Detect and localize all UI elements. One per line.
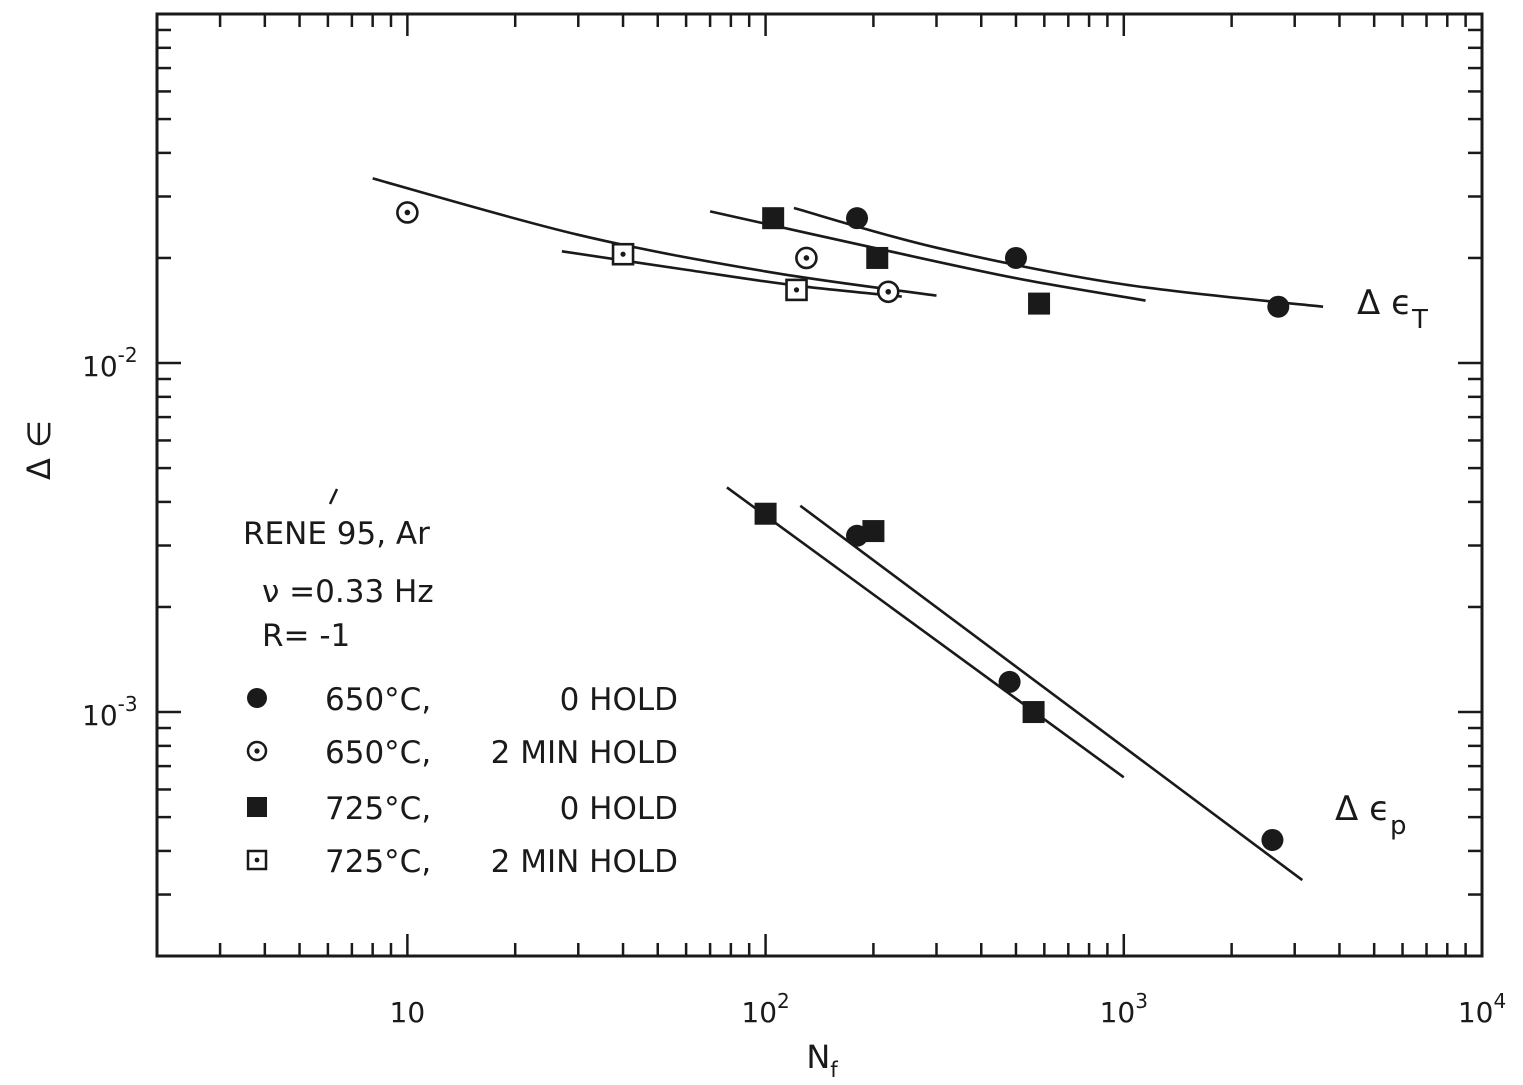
legend-item-650-0hold: 650°C, 0 HOLD (247, 682, 678, 718)
point-filled-square (1022, 701, 1045, 724)
axis-tick-labels: 10 102 103 104 10-2 10-3 (82, 343, 1506, 1029)
x-tick-label: 102 (741, 989, 789, 1029)
ratio-label: R= -1 (262, 618, 350, 654)
point-dotted-circle (795, 246, 818, 270)
legend-temp: 725°C, (325, 791, 431, 827)
legend-hold: 2 MIN HOLD (491, 844, 678, 880)
point-filled-circle (1261, 828, 1284, 851)
legend-temp: 725°C, (325, 844, 431, 880)
legend: 650°C, 0 HOLD 650°C, 2 MIN HOLD 725°C, 0… (246, 682, 678, 880)
point-filled-square (862, 520, 885, 543)
point-filled-circle (998, 670, 1021, 693)
point-dotted-circle (876, 280, 900, 304)
accent-mark (328, 488, 339, 505)
legend-temp: 650°C, (325, 682, 431, 718)
axis-ticks (155, 14, 1482, 958)
y-tick-label: 10-3 (82, 692, 138, 732)
y-axis-label: Δ ∈ (20, 420, 58, 480)
curve-plastic-upper (799, 504, 1304, 882)
point-dotted-square (785, 278, 808, 302)
data-points (396, 201, 1290, 851)
info-box: RENE 95, Ar ν =0.33 Hz R= -1 (243, 488, 434, 654)
legend-hold: 2 MIN HOLD (491, 735, 678, 771)
y-tick-label: 10-2 (82, 343, 138, 383)
plot-area-frame (155, 12, 1484, 958)
x-tick-label: 104 (1458, 989, 1506, 1029)
label-total-strain: Δ ϵT (1357, 283, 1428, 335)
x-axis-label-base: N (806, 1038, 830, 1076)
legend-marker-filled-square (247, 797, 267, 817)
frequency-label: ν =0.33 Hz (262, 574, 434, 610)
point-filled-square (1028, 292, 1051, 315)
point-filled-circle (1267, 295, 1290, 318)
x-tick-label: 10 (390, 996, 426, 1029)
legend-item-725-0hold: 725°C, 0 HOLD (247, 791, 678, 827)
legend-marker-filled-circle (247, 688, 267, 708)
curve-plastic-lower (726, 486, 1125, 779)
legend-item-725-2minhold: 725°C, 2 MIN HOLD (246, 844, 678, 880)
legend-temp: 650°C, (325, 735, 431, 771)
point-filled-square (754, 502, 777, 525)
x-axis-label-sub: f (830, 1058, 838, 1082)
material-label: RENE 95, Ar (243, 516, 430, 552)
legend-hold: 0 HOLD (560, 791, 678, 827)
point-filled-circle (1004, 246, 1027, 269)
legend-item-650-2minhold: 650°C, 2 MIN HOLD (246, 735, 678, 771)
x-axis-label: Nf (806, 1038, 838, 1082)
x-tick-label: 103 (1100, 989, 1148, 1029)
point-filled-square (762, 207, 785, 230)
legend-marker-dotted-square (246, 849, 268, 871)
legend-marker-dotted-circle (246, 740, 268, 762)
point-dotted-square (611, 242, 635, 266)
curve-total-650-2minhold (372, 177, 937, 297)
point-filled-circle (846, 207, 869, 230)
point-dotted-circle (396, 201, 419, 224)
label-plastic-strain: Δ ϵp (1335, 789, 1407, 841)
legend-hold: 0 HOLD (560, 682, 678, 718)
point-filled-square (866, 246, 889, 269)
